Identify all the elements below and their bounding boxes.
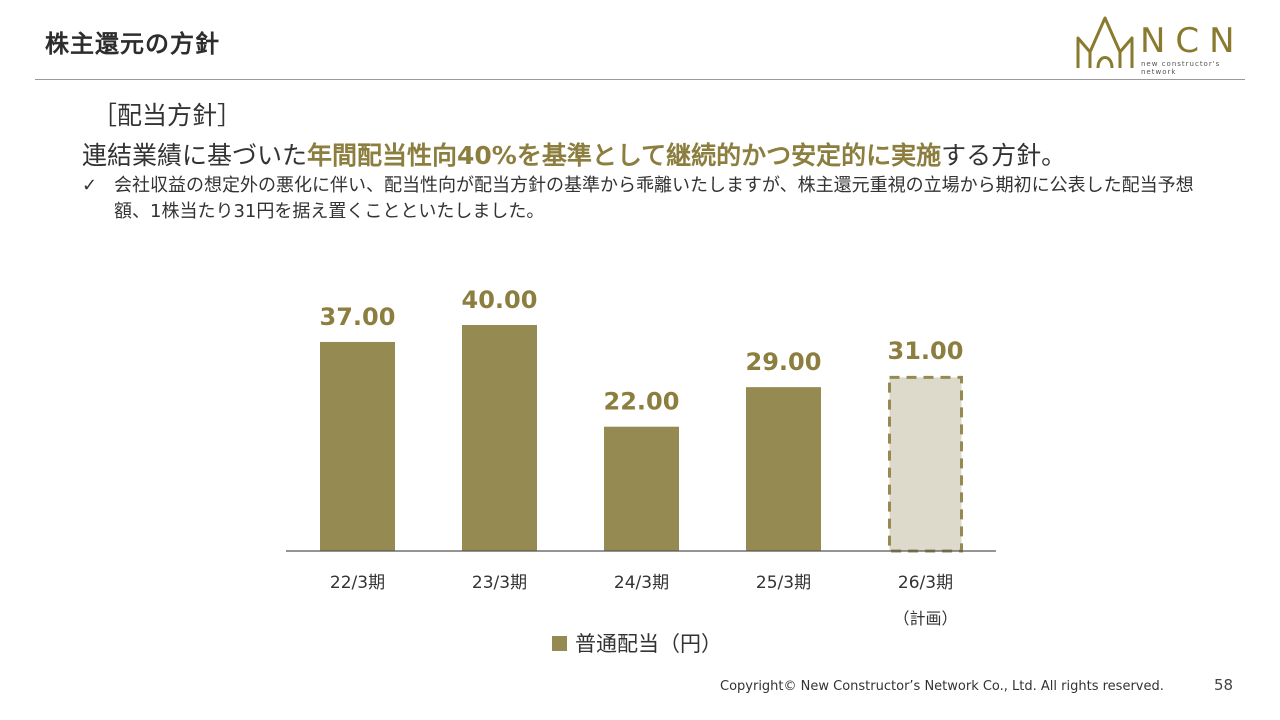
policy-statement: 連結業績に基づいた年間配当性向40%を基準として継続的かつ安定的に実施する方針。 <box>82 136 1066 172</box>
header-divider <box>35 79 1245 80</box>
data-label: 22.00 <box>604 388 680 416</box>
x-tick-label: 24/3期 <box>614 573 669 593</box>
chart-legend: 普通配当（円） <box>552 628 722 658</box>
policy-statement-highlight: 年間配当性向40%を基準として継続的かつ安定的に実施 <box>307 141 942 170</box>
data-label: 40.00 <box>462 286 538 314</box>
logo-mark-icon <box>1076 16 1134 69</box>
company-logo: NCN new constructor's network <box>1072 10 1252 76</box>
policy-heading: ［配当方針］ <box>92 101 243 130</box>
check-icon: ✓ <box>82 175 98 196</box>
bar <box>604 426 679 551</box>
policy-note-text: 会社収益の想定外の悪化に伴い、配当性向が配当方針の基準から乖離いたしますが、株主… <box>114 175 1194 222</box>
logo-tagline: new constructor's network <box>1141 60 1221 76</box>
data-label: 37.00 <box>320 303 396 331</box>
policy-statement-prefix: 連結業績に基づいた <box>82 141 308 170</box>
x-tick-label: 25/3期 <box>756 573 811 593</box>
x-tick-sublabel: （計画） <box>893 609 957 628</box>
page-title: 株主還元の方針 <box>45 30 220 58</box>
data-label: 29.00 <box>746 348 822 376</box>
x-tick-label: 23/3期 <box>472 573 527 593</box>
bar <box>746 387 821 551</box>
logo-wordmark: NCN <box>1140 21 1245 61</box>
legend-swatch <box>552 635 567 651</box>
data-label: 31.00 <box>888 337 964 365</box>
planned-bar <box>888 375 963 553</box>
policy-note: ✓ 会社収益の想定外の悪化に伴い、配当性向が配当方針の基準から乖離いたしますが、… <box>82 173 1212 225</box>
x-tick-label: 22/3期 <box>330 573 385 593</box>
legend-label: 普通配当（円） <box>575 632 722 656</box>
x-tick-label: 26/3期 <box>898 573 953 593</box>
bar <box>462 325 537 551</box>
page-number: 58 <box>1214 676 1234 694</box>
copyright-notice: Copyright© New Constructor’s Network Co.… <box>720 679 1164 694</box>
policy-statement-suffix: する方針。 <box>941 141 1067 170</box>
bar <box>320 341 395 551</box>
